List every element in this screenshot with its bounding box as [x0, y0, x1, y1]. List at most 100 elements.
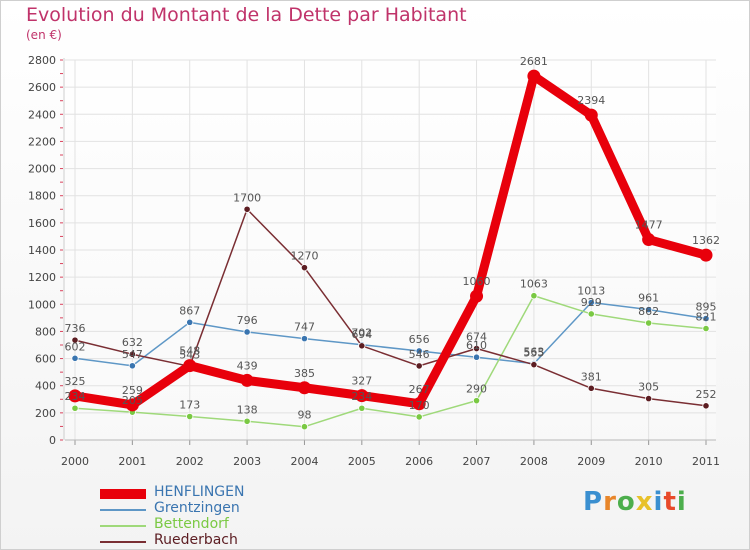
- y-tick-label: 800: [35, 325, 56, 338]
- data-label: 656: [409, 333, 430, 346]
- data-point: [71, 404, 79, 412]
- data-label: 867: [179, 304, 200, 317]
- x-tick-label: 2011: [692, 455, 720, 468]
- series-grentzingen: [71, 298, 710, 370]
- data-point: [645, 319, 653, 327]
- chart-subtitle: (en €): [26, 28, 62, 42]
- data-point: [183, 359, 197, 373]
- logo-letter: P: [583, 487, 604, 517]
- data-label: 385: [294, 367, 315, 380]
- series-henflingen: [68, 69, 713, 412]
- series-line: [74, 301, 707, 367]
- y-tick-label: 2600: [28, 81, 56, 94]
- data-point: [300, 264, 309, 272]
- y-tick-label: 2400: [28, 108, 56, 121]
- data-label: 961: [638, 292, 659, 305]
- data-point: [587, 310, 595, 318]
- data-point: [415, 347, 423, 355]
- legend-swatch: [100, 541, 146, 543]
- legend-label: Grentzingen: [154, 500, 240, 516]
- data-label: 327: [351, 375, 372, 388]
- data-label: 546: [409, 348, 430, 361]
- data-label: 173: [179, 399, 200, 412]
- data-point: [645, 395, 653, 403]
- data-point: [297, 381, 311, 395]
- data-point: [702, 402, 710, 410]
- data-label: 747: [294, 321, 315, 334]
- data-point: [300, 335, 309, 343]
- data-label: 170: [409, 399, 430, 412]
- data-label: 1700: [233, 191, 261, 204]
- data-label: 929: [581, 296, 602, 309]
- y-tick-label: 1000: [28, 298, 56, 311]
- data-label: 138: [237, 403, 258, 416]
- data-point: [355, 389, 369, 403]
- series-line: [74, 294, 707, 428]
- y-tick-label: 400: [35, 380, 56, 393]
- data-point: [358, 404, 366, 412]
- legend-swatch: [100, 525, 146, 527]
- y-tick-label: 2800: [28, 54, 56, 67]
- data-point: [128, 350, 136, 358]
- data-point: [415, 362, 423, 370]
- data-label: 2681: [520, 55, 548, 68]
- data-label: 2394: [577, 94, 605, 107]
- y-tick-label: 600: [35, 353, 56, 366]
- data-label: 259: [122, 384, 143, 397]
- data-label: 543: [179, 348, 200, 361]
- x-tick-label: 2007: [463, 455, 491, 468]
- legend-label: Bettendorf: [154, 516, 229, 532]
- data-label: 1013: [577, 285, 605, 298]
- y-tick-label: 200: [35, 407, 56, 420]
- data-point: [243, 205, 251, 213]
- logo-letter: i: [676, 487, 687, 517]
- data-label: 702: [351, 327, 372, 340]
- data-point: [240, 373, 254, 387]
- logo-letter: i: [653, 487, 664, 517]
- series-bettendorf: [71, 292, 710, 431]
- logo-letter: r: [603, 487, 617, 517]
- data-label: 548: [179, 345, 200, 358]
- data-point: [71, 336, 79, 344]
- data-label: 1060: [463, 275, 491, 288]
- y-tick-label: 1800: [28, 190, 56, 203]
- data-label: 694: [351, 328, 372, 341]
- data-point: [699, 248, 713, 262]
- x-tick-label: 2003: [233, 455, 261, 468]
- data-point: [243, 328, 251, 336]
- x-tick-label: 2002: [176, 455, 204, 468]
- legend-swatch: [100, 489, 146, 499]
- data-label: 267: [409, 383, 430, 396]
- data-point: [587, 384, 595, 392]
- data-point: [527, 69, 541, 83]
- data-point: [358, 342, 366, 350]
- series-line: [74, 208, 707, 407]
- data-label: 1270: [290, 250, 318, 263]
- x-tick-label: 2010: [635, 455, 663, 468]
- legend-label: HENFLINGEN: [154, 484, 245, 500]
- data-label: 610: [466, 339, 487, 352]
- y-tick-label: 0: [49, 434, 56, 447]
- logo-letter: x: [635, 487, 654, 517]
- logo-letter: t: [663, 487, 677, 517]
- data-point: [128, 362, 136, 370]
- data-point: [530, 361, 538, 369]
- data-label: 439: [237, 359, 258, 372]
- data-point: [530, 292, 538, 300]
- data-label: 821: [696, 311, 717, 324]
- data-label: 862: [638, 305, 659, 318]
- data-point: [470, 289, 484, 303]
- data-point: [68, 389, 82, 403]
- data-label: 1063: [520, 278, 548, 291]
- data-label: 234: [65, 390, 86, 403]
- data-label: 632: [122, 336, 143, 349]
- data-label: 381: [581, 370, 602, 383]
- legend-swatch: [100, 509, 146, 511]
- data-label: 736: [65, 322, 86, 335]
- series-line: [70, 71, 711, 410]
- data-label: 602: [65, 340, 86, 353]
- data-point: [186, 318, 194, 326]
- data-point: [584, 108, 598, 122]
